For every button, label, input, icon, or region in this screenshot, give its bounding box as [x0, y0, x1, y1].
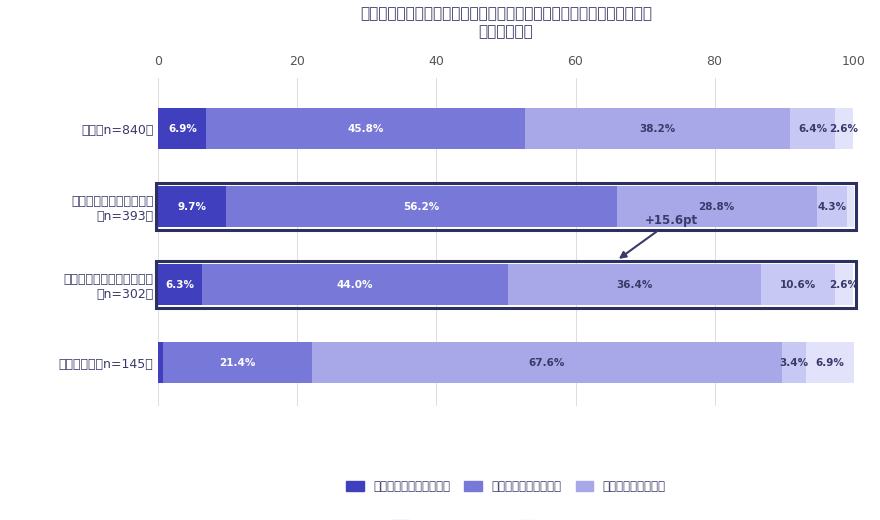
Bar	[805, 342, 854, 383]
Bar	[207, 108, 524, 149]
Text: 4.3%: 4.3%	[818, 202, 847, 212]
Text: 6.9%: 6.9%	[168, 124, 197, 134]
Legend: あまり良好な関係ではない, 全く良好な関係ではない: あまり良好な関係ではない, 全く良好な関係ではない	[386, 515, 626, 520]
Bar	[790, 108, 835, 149]
Text: 6.3%: 6.3%	[165, 280, 194, 290]
Text: 36.4%: 36.4%	[616, 280, 653, 290]
Text: 2.6%: 2.6%	[829, 280, 858, 290]
Bar	[617, 187, 817, 227]
Bar	[226, 187, 617, 227]
Text: 45.8%: 45.8%	[348, 124, 384, 134]
Text: 3.4%: 3.4%	[780, 358, 809, 368]
Text: 9.7%: 9.7%	[178, 202, 207, 212]
Bar	[158, 108, 207, 149]
Text: 28.8%: 28.8%	[699, 202, 735, 212]
Bar	[835, 264, 853, 305]
Bar	[164, 342, 312, 383]
Bar	[158, 264, 202, 305]
Bar	[761, 264, 835, 305]
Bar	[312, 342, 782, 383]
Bar	[202, 264, 508, 305]
Text: 67.6%: 67.6%	[529, 358, 565, 368]
Text: 56.2%: 56.2%	[403, 202, 439, 212]
Text: 38.2%: 38.2%	[640, 124, 676, 134]
Text: +15.6pt: +15.6pt	[620, 214, 698, 257]
Bar	[817, 187, 847, 227]
Text: 2.6%: 2.6%	[829, 124, 858, 134]
Text: 6.4%: 6.4%	[798, 124, 827, 134]
Bar	[835, 108, 853, 149]
Text: 21.4%: 21.4%	[219, 358, 256, 368]
Text: 10.6%: 10.6%	[780, 280, 816, 290]
Title: 採用するポジションの現場責任者と人事部の関係性（中途採用状況別）
（単一回答）: 採用するポジションの現場責任者と人事部の関係性（中途採用状況別） （単一回答）	[360, 6, 652, 39]
Bar	[524, 108, 790, 149]
Bar	[508, 264, 761, 305]
Text: 6.9%: 6.9%	[815, 358, 844, 368]
Text: 44.0%: 44.0%	[337, 280, 373, 290]
Bar	[158, 342, 164, 383]
Bar	[158, 187, 226, 227]
Bar	[847, 187, 854, 227]
Bar	[782, 342, 805, 383]
